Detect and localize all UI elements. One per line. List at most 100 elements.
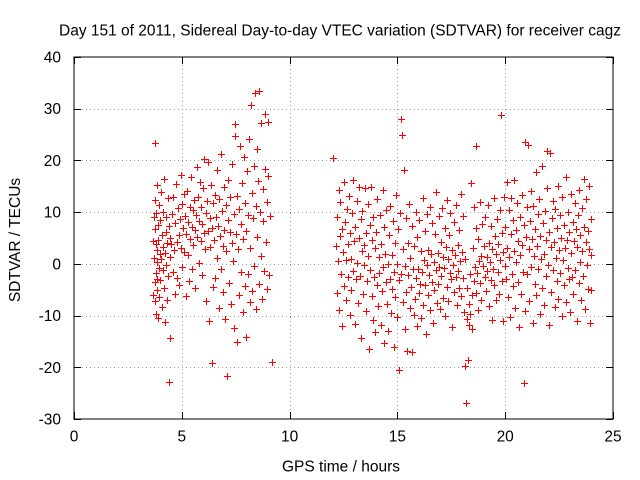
data-point <box>341 283 348 290</box>
data-point <box>181 191 188 198</box>
data-point <box>575 212 582 219</box>
data-point <box>541 302 548 309</box>
data-point <box>563 299 570 306</box>
data-point <box>165 273 172 280</box>
data-point <box>374 196 381 203</box>
data-point <box>511 177 518 184</box>
data-point <box>381 340 388 347</box>
data-point <box>469 326 476 333</box>
data-point <box>152 140 159 147</box>
data-point <box>361 242 368 249</box>
data-point <box>218 151 225 158</box>
data-point <box>435 250 442 257</box>
data-point <box>572 267 579 274</box>
data-point <box>365 201 372 208</box>
data-point <box>411 243 418 250</box>
data-point <box>264 286 271 293</box>
data-point <box>187 204 194 211</box>
data-point <box>231 325 238 332</box>
data-point <box>207 215 214 222</box>
data-point <box>458 293 465 300</box>
data-point <box>387 276 394 283</box>
data-point <box>454 302 461 309</box>
data-point <box>378 241 385 248</box>
data-point <box>551 239 558 246</box>
data-point <box>201 156 208 163</box>
data-point <box>414 323 421 330</box>
data-point <box>245 212 252 219</box>
data-point <box>548 289 555 296</box>
data-point <box>447 270 454 277</box>
data-point <box>412 296 419 303</box>
data-point <box>337 199 344 206</box>
data-point <box>176 282 183 289</box>
data-point <box>561 222 568 229</box>
data-point <box>456 227 463 234</box>
data-point <box>373 229 380 236</box>
data-point <box>224 373 231 380</box>
data-point <box>526 298 533 305</box>
data-point <box>470 245 477 252</box>
data-point <box>403 289 410 296</box>
x-tick-label: 5 <box>177 429 186 446</box>
data-point <box>206 318 213 325</box>
data-point <box>524 204 531 211</box>
data-point <box>443 244 450 251</box>
data-point <box>154 287 161 294</box>
data-point <box>573 226 580 233</box>
data-point <box>258 253 265 260</box>
x-axis-label: GPS time / hours <box>282 459 400 476</box>
data-point <box>255 178 262 185</box>
data-point <box>535 266 542 273</box>
data-point <box>465 357 472 364</box>
data-point <box>400 246 407 253</box>
data-point <box>390 218 397 225</box>
data-point <box>340 249 347 256</box>
data-point <box>494 216 501 223</box>
data-point <box>567 309 574 316</box>
data-point <box>218 266 225 273</box>
data-point <box>345 241 352 248</box>
data-point <box>547 150 554 157</box>
data-point <box>156 294 163 301</box>
data-point <box>391 344 398 351</box>
data-point <box>500 318 507 325</box>
data-point <box>557 212 564 219</box>
data-point <box>183 231 190 238</box>
data-point <box>581 176 588 183</box>
data-point <box>269 359 276 366</box>
data-point <box>588 287 595 294</box>
data-point <box>439 205 446 212</box>
data-point <box>242 200 249 207</box>
y-tick-label: 0 <box>52 256 61 273</box>
data-point <box>352 321 359 328</box>
data-point <box>172 291 179 298</box>
data-point <box>407 305 414 312</box>
data-point <box>175 205 182 212</box>
data-point <box>574 318 581 325</box>
data-point <box>243 228 250 235</box>
data-point <box>579 205 586 212</box>
data-point <box>156 202 163 209</box>
data-point <box>195 194 202 201</box>
data-point <box>265 173 272 180</box>
data-point <box>398 271 405 278</box>
data-point <box>199 272 206 279</box>
data-point <box>491 195 498 202</box>
y-tick-label: 40 <box>44 50 62 67</box>
data-point <box>436 213 443 220</box>
data-point <box>383 207 390 214</box>
data-point <box>546 322 553 329</box>
data-point <box>221 184 228 191</box>
data-point <box>169 211 176 218</box>
data-point <box>583 196 590 203</box>
data-point <box>582 306 589 313</box>
data-point <box>185 219 192 226</box>
data-point <box>489 246 496 253</box>
data-point <box>449 324 456 331</box>
data-point <box>377 212 384 219</box>
data-point <box>257 209 264 216</box>
data-point <box>212 192 219 199</box>
x-tick-label: 15 <box>389 429 406 446</box>
